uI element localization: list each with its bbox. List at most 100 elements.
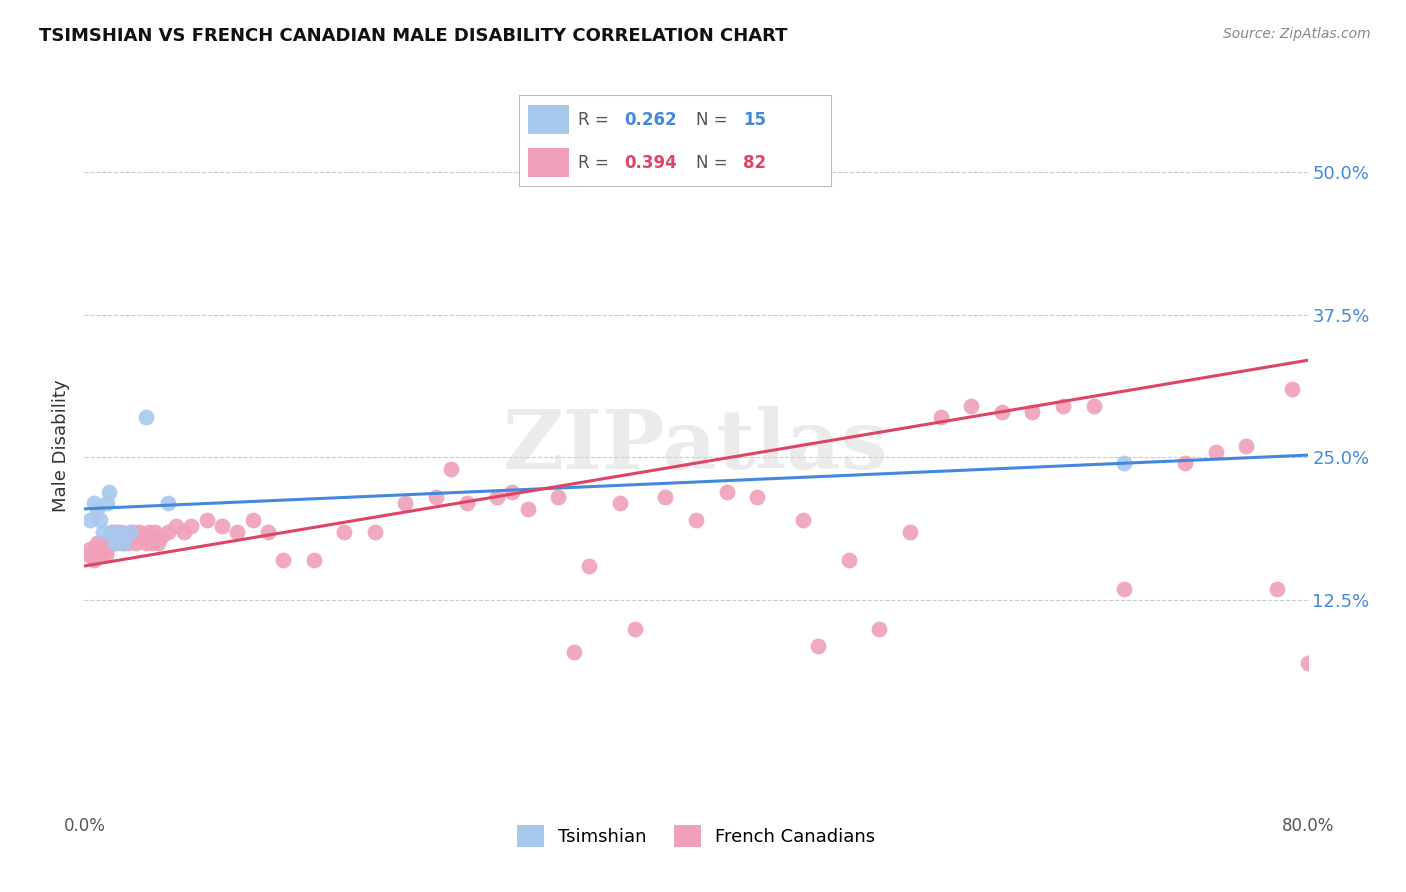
Point	[107, 524, 129, 539]
Point	[1296, 656, 1319, 670]
Point	[792, 513, 814, 527]
Text: Source: ZipAtlas.com: Source: ZipAtlas.com	[1223, 27, 1371, 41]
Point	[257, 524, 280, 539]
Point	[105, 524, 128, 539]
Point	[1114, 582, 1136, 596]
Point	[90, 536, 112, 550]
Point	[547, 491, 569, 505]
Point	[562, 645, 585, 659]
Point	[578, 559, 600, 574]
Point	[87, 541, 110, 556]
Point	[1281, 382, 1303, 396]
Point	[747, 491, 769, 505]
Point	[115, 536, 138, 550]
Point	[103, 536, 125, 550]
Point	[94, 548, 117, 562]
Point	[96, 496, 118, 510]
Text: ZIPatlas: ZIPatlas	[503, 406, 889, 486]
Point	[157, 524, 180, 539]
Point	[135, 410, 157, 425]
Point	[716, 484, 738, 499]
Point	[91, 524, 114, 539]
Point	[364, 524, 387, 539]
Point	[516, 501, 538, 516]
Point	[242, 513, 264, 527]
Point	[991, 405, 1014, 419]
Point	[101, 524, 124, 539]
Point	[84, 541, 107, 556]
Point	[1265, 582, 1288, 596]
Point	[104, 530, 127, 544]
Point	[440, 462, 463, 476]
Point	[211, 519, 233, 533]
Point	[122, 524, 145, 539]
Point	[79, 541, 101, 556]
Point	[456, 496, 478, 510]
Point	[838, 553, 860, 567]
Point	[685, 513, 707, 527]
Point	[111, 536, 134, 550]
Point	[195, 513, 218, 527]
Point	[125, 536, 148, 550]
Point	[91, 541, 114, 556]
Point	[302, 553, 325, 567]
Point	[120, 530, 142, 544]
Point	[86, 501, 108, 516]
Point	[128, 524, 150, 539]
Point	[79, 513, 101, 527]
Point	[1205, 444, 1227, 458]
Point	[77, 548, 100, 562]
Point	[929, 410, 952, 425]
Point	[96, 541, 118, 556]
Point	[83, 553, 105, 567]
Point	[173, 524, 195, 539]
Point	[1083, 399, 1105, 413]
Point	[131, 530, 153, 544]
Point	[111, 536, 134, 550]
Legend: Tsimshian, French Canadians: Tsimshian, French Canadians	[509, 817, 883, 854]
Point	[104, 536, 127, 550]
Point	[93, 536, 115, 550]
Point	[333, 524, 356, 539]
Point	[1021, 405, 1043, 419]
Point	[609, 496, 631, 510]
Point	[141, 536, 163, 550]
Point	[1052, 399, 1074, 413]
Point	[654, 491, 676, 505]
Point	[120, 524, 142, 539]
Point	[83, 496, 105, 510]
Point	[98, 530, 121, 544]
Point	[86, 536, 108, 550]
Point	[149, 530, 172, 544]
Point	[112, 530, 135, 544]
Y-axis label: Male Disability: Male Disability	[52, 380, 70, 512]
Point	[486, 491, 509, 505]
Point	[960, 399, 983, 413]
Point	[138, 524, 160, 539]
Point	[143, 524, 166, 539]
Point	[157, 496, 180, 510]
Point	[165, 519, 187, 533]
Point	[869, 622, 891, 636]
Point	[97, 484, 120, 499]
Point	[180, 519, 202, 533]
Point	[97, 536, 120, 550]
Point	[898, 524, 921, 539]
Text: TSIMSHIAN VS FRENCH CANADIAN MALE DISABILITY CORRELATION CHART: TSIMSHIAN VS FRENCH CANADIAN MALE DISABI…	[39, 27, 787, 45]
Point	[624, 622, 647, 636]
Point	[226, 524, 249, 539]
Point	[146, 536, 169, 550]
Point	[394, 496, 416, 510]
Point	[89, 548, 111, 562]
Point	[1236, 439, 1258, 453]
Point	[107, 536, 129, 550]
Point	[1174, 456, 1197, 470]
Point	[135, 536, 157, 550]
Point	[89, 513, 111, 527]
Point	[425, 491, 447, 505]
Point	[80, 548, 103, 562]
Point	[1114, 456, 1136, 470]
Point	[110, 524, 132, 539]
Point	[271, 553, 294, 567]
Point	[502, 484, 524, 499]
